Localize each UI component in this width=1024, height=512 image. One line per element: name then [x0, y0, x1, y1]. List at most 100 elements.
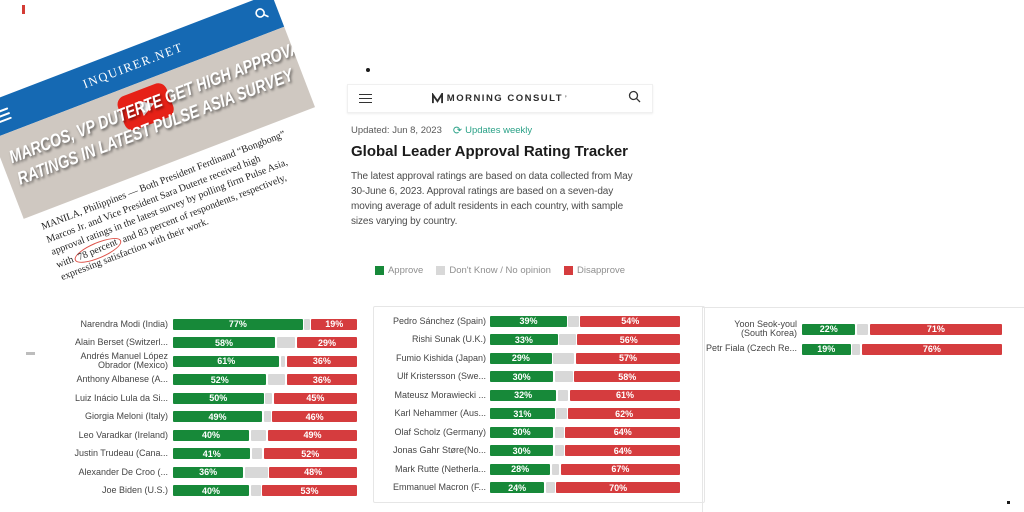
leader-row: Justin Trudeau (Cana... 41% 52%	[20, 445, 360, 464]
legend-label: Disapprove	[576, 265, 626, 276]
approval-bar[interactable]: 52% 36%	[173, 374, 357, 386]
neutral-segment	[553, 352, 575, 364]
neutral-segment	[554, 426, 564, 438]
approve-segment: 61%	[173, 355, 280, 367]
approval-bar[interactable]: 40% 53%	[173, 485, 357, 497]
leader-row: Pedro Sánchez (Spain) 39% 54%	[374, 312, 704, 331]
leader-name: Pedro Sánchez (Spain)	[392, 315, 486, 326]
approval-bar[interactable]: 77% 19%	[173, 318, 357, 330]
approval-bar[interactable]: 30% 64%	[490, 445, 681, 457]
legend-item: Don't Know / No opinion	[436, 265, 551, 276]
leader-name: Yoon Seok-youl (South Korea)	[734, 318, 797, 338]
approve-segment: 24%	[490, 482, 545, 494]
leader-name: Alain Berset (Switzerl...	[74, 337, 168, 347]
leader-row: Giorgia Meloni (Italy) 49% 46%	[20, 408, 360, 427]
leader-row: Olaf Scholz (Germany) 30% 64%	[374, 423, 704, 442]
leader-name: Alexander De Croo (...	[78, 466, 168, 477]
description-line: The latest approval ratings are based on…	[351, 171, 633, 182]
approval-bar[interactable]: 30% 64%	[490, 426, 681, 438]
approval-bar[interactable]: 24% 70%	[490, 482, 680, 494]
leader-row: Joe Biden (U.S.) 40% 53%	[20, 482, 360, 501]
morning-consult-wordmark: MORNING CONSULT	[446, 93, 564, 104]
approval-bar[interactable]: 50% 45%	[173, 392, 357, 404]
disapprove-segment: 56%	[577, 334, 680, 346]
approve-segment: 49%	[173, 411, 263, 423]
approval-bar[interactable]: 58% 29%	[173, 337, 357, 349]
legend-swatch	[563, 266, 573, 275]
approval-bar[interactable]: 28% 67%	[490, 463, 680, 475]
approve-segment: 29%	[490, 352, 552, 364]
search-icon[interactable]	[628, 90, 641, 108]
leader-row: Luiz Inácio Lula da Si... 50% 45%	[20, 389, 360, 408]
updates-weekly: ⟳ Updates weekly	[453, 125, 532, 136]
leader-name: Narendra Modi (India)	[80, 318, 168, 329]
neutral-segment	[304, 318, 310, 330]
leader-name: Petr Fiala (Czech Re...	[705, 343, 797, 354]
leader-name: Rishi Sunak (U.K.)	[411, 334, 486, 344]
disapprove-segment: 54%	[580, 315, 680, 327]
approve-segment: 30%	[490, 371, 554, 383]
morning-consult-header: MORNING CONSULT’	[347, 84, 653, 113]
search-icon[interactable]	[253, 5, 272, 26]
neutral-segment	[551, 463, 560, 475]
approve-segment: 39%	[490, 315, 567, 327]
leader-name: Jonas Gahr Støre(No...	[392, 445, 486, 455]
disapprove-segment: 36%	[286, 374, 357, 386]
approval-bar[interactable]: 30% 58%	[490, 371, 680, 383]
leader-row: Petr Fiala (Czech Re... 19% 76%	[703, 339, 1024, 359]
approval-bar[interactable]: 61% 36%	[173, 355, 357, 367]
inquirer-navbar: INQUIRER.NET	[0, 0, 285, 139]
leader-row: Yoon Seok-youl (South Korea) 22% 71%	[703, 319, 1024, 339]
approval-bar[interactable]: 31% 62%	[490, 408, 680, 420]
approval-bar[interactable]: 29% 57%	[490, 352, 680, 364]
approval-bar[interactable]: 22% 71%	[802, 323, 1002, 335]
description-line: 30-June 6, 2023. Approval ratings are ba…	[351, 186, 614, 197]
leader-name: Mark Rutte (Netherla...	[394, 463, 486, 474]
disapprove-segment: 67%	[560, 463, 680, 475]
legend-swatch	[436, 266, 446, 275]
neutral-segment	[852, 343, 861, 355]
approval-bar[interactable]: 19% 76%	[802, 343, 1002, 355]
morning-consult-logo[interactable]: MORNING CONSULT’	[372, 93, 628, 104]
neutral-segment	[265, 392, 273, 404]
leader-row: Emmanuel Macron (F... 24% 70%	[374, 479, 704, 498]
leader-name: Mateusz Morawiecki ...	[394, 389, 486, 400]
disapprove-segment: 64%	[565, 445, 681, 457]
leader-row: Alexander De Croo (... 36% 48%	[20, 463, 360, 482]
legend-item: Approve	[374, 265, 423, 276]
approve-segment: 36%	[173, 466, 244, 478]
disapprove-segment: 36%	[286, 355, 357, 367]
leader-row: Mark Rutte (Netherla... 28% 67%	[374, 460, 704, 479]
approval-bar[interactable]: 49% 46%	[173, 411, 357, 423]
approval-bar[interactable]: 36% 48%	[173, 466, 357, 478]
leader-name: Luiz Inácio Lula da Si...	[74, 392, 168, 403]
hamburger-icon[interactable]	[359, 93, 372, 104]
approve-segment: 32%	[490, 389, 557, 401]
neutral-segment	[280, 355, 286, 367]
approval-bar[interactable]: 40% 49%	[173, 429, 357, 441]
legend-item: Disapprove	[563, 265, 626, 276]
approve-segment: 40%	[173, 429, 249, 441]
neutral-segment	[856, 323, 869, 335]
neutral-segment	[554, 445, 564, 457]
leader-name: Karl Nehammer (Aus...	[394, 408, 486, 418]
disapprove-segment: 62%	[568, 408, 680, 420]
leader-row: Fumio Kishida (Japan) 29% 57%	[374, 349, 704, 368]
approval-bar[interactable]: 41% 52%	[173, 448, 357, 460]
tracker-description: The latest approval ratings are based on…	[351, 169, 651, 229]
dot-artifact	[366, 68, 370, 72]
approval-bar[interactable]: 32% 61%	[490, 389, 680, 401]
leader-row: Rishi Sunak (U.K.) 33% 56%	[374, 331, 704, 350]
leader-name: Andrés Manuel López Obrador (Mexico)	[80, 350, 168, 371]
approve-segment: 41%	[173, 448, 251, 460]
leader-row: Narendra Modi (India) 77% 19%	[20, 315, 360, 334]
disapprove-segment: 19%	[311, 318, 357, 330]
approve-segment: 22%	[802, 323, 856, 335]
leader-row: Andrés Manuel López Obrador (Mexico) 61% 3…	[20, 350, 360, 371]
leader-row: Leo Varadkar (Ireland) 40% 49%	[20, 426, 360, 445]
neutral-segment	[244, 466, 268, 478]
chart-column-middle: Pedro Sánchez (Spain) 39% 54% Rishi Sunak (…	[373, 306, 705, 503]
disapprove-segment: 71%	[869, 323, 1002, 335]
approval-bar[interactable]: 39% 54%	[490, 315, 680, 327]
approval-bar[interactable]: 33% 56%	[490, 334, 680, 346]
